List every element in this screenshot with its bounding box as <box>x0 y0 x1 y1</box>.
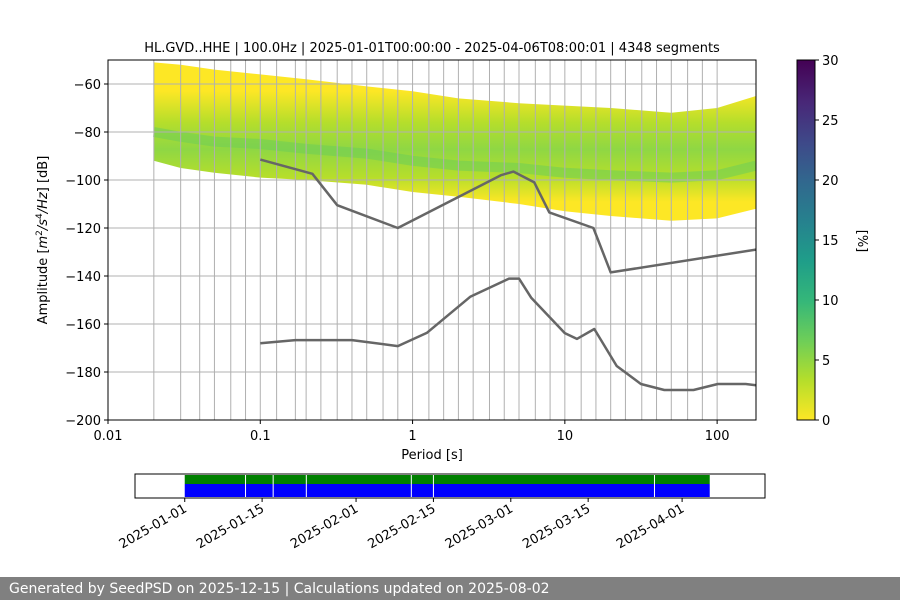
availability-gap-markers <box>245 475 655 497</box>
plot-frame <box>107 59 757 421</box>
colorbar-tick-label: 10 <box>822 294 839 309</box>
amplitude-gridlines <box>108 83 756 420</box>
date-tick-label: 2025-04-01 <box>614 501 687 552</box>
y-tick-label: −160 <box>65 318 101 333</box>
colorbar-ticks: 0 5 10 15 20 25 30 <box>815 54 839 429</box>
psd-plot-area: 0.01 0.1 1 10 100 −60 −80 −100 −120 −140 −160 −180… <box>65 59 757 444</box>
colorbar-gradient <box>796 59 816 421</box>
period-gridlines <box>153 60 718 420</box>
date-tick-label: 2025-03-15 <box>520 501 593 552</box>
availability-date-axis: 2025-01-01 2025-01-15 2025-02-01 2025-02-15… <box>117 498 687 552</box>
x-axis-label: Period [s] <box>401 448 463 463</box>
y-tick-label: −180 <box>65 366 101 381</box>
psd-figure: HL.GVD..HHE | 100.0Hz | 2025-01-01T00:00… <box>35 41 869 552</box>
y-tick-label: −200 <box>65 414 101 429</box>
y-label-exp4: 4 <box>35 213 45 219</box>
y-tick-label: −80 <box>74 126 101 141</box>
y-label-post: ] [dB] <box>36 156 51 193</box>
psd-density-band <box>153 62 756 221</box>
y-tick-label: −60 <box>74 78 101 93</box>
chart-title: HL.GVD..HHE | 100.0Hz | 2025-01-01T00:00… <box>144 41 720 56</box>
colorbar-tick-label: 25 <box>822 114 839 129</box>
colorbar-tick-label: 20 <box>822 174 839 189</box>
footer-text: Generated by SeedPSD on 2025-12-15 | Cal… <box>9 581 550 597</box>
colorbar-tick-label: 30 <box>822 54 839 69</box>
availability-data-bar <box>184 484 710 497</box>
period-axis: 0.01 0.1 1 10 100 <box>94 420 730 444</box>
psd-mode-ridge <box>152 127 756 183</box>
x-tick-label: 1 <box>408 429 416 444</box>
availability-timeline: 2025-01-01 2025-01-15 2025-02-01 2025-02-15… <box>117 473 766 552</box>
x-tick-label: 100 <box>705 429 730 444</box>
x-tick-label: 10 <box>557 429 574 444</box>
x-tick-label: 0.01 <box>94 429 123 444</box>
y-label-s: /s <box>36 219 51 231</box>
availability-gaps-bar <box>184 475 710 484</box>
noise-models <box>259 158 756 392</box>
colorbar: 0 5 10 15 20 25 30 [%] <box>796 54 869 429</box>
y-tick-label: −140 <box>65 270 101 285</box>
date-tick-label: 2025-01-15 <box>194 501 267 552</box>
y-tick-label: −100 <box>65 174 101 189</box>
y-label-exp2: 2 <box>35 230 45 236</box>
colorbar-tick-label: 15 <box>822 234 839 249</box>
y-tick-label: −120 <box>65 222 101 237</box>
amplitude-axis: −60 −80 −100 −120 −140 −160 −180 −200 <box>65 78 108 429</box>
y-label-pre: Amplitude [ <box>36 248 51 324</box>
y-axis-label: Amplitude [m2/s4/Hz] [dB] <box>35 156 51 325</box>
y-label-m: m <box>36 236 51 249</box>
footer: Generated by SeedPSD on 2025-12-15 | Cal… <box>0 577 900 600</box>
noise-model-nhnm <box>259 158 756 274</box>
date-tick-label: 2025-03-01 <box>443 501 516 552</box>
y-label-hz: /Hz <box>36 191 51 214</box>
date-tick-label: 2025-02-01 <box>288 501 361 552</box>
colorbar-tick-label: 5 <box>822 354 830 369</box>
colorbar-tick-label: 0 <box>822 414 830 429</box>
noise-model-nlnm <box>260 277 756 392</box>
date-tick-label: 2025-02-15 <box>365 501 438 552</box>
colorbar-label: [%] <box>854 230 869 253</box>
x-tick-label: 0.1 <box>250 429 271 444</box>
date-tick-label: 2025-01-01 <box>117 501 190 552</box>
